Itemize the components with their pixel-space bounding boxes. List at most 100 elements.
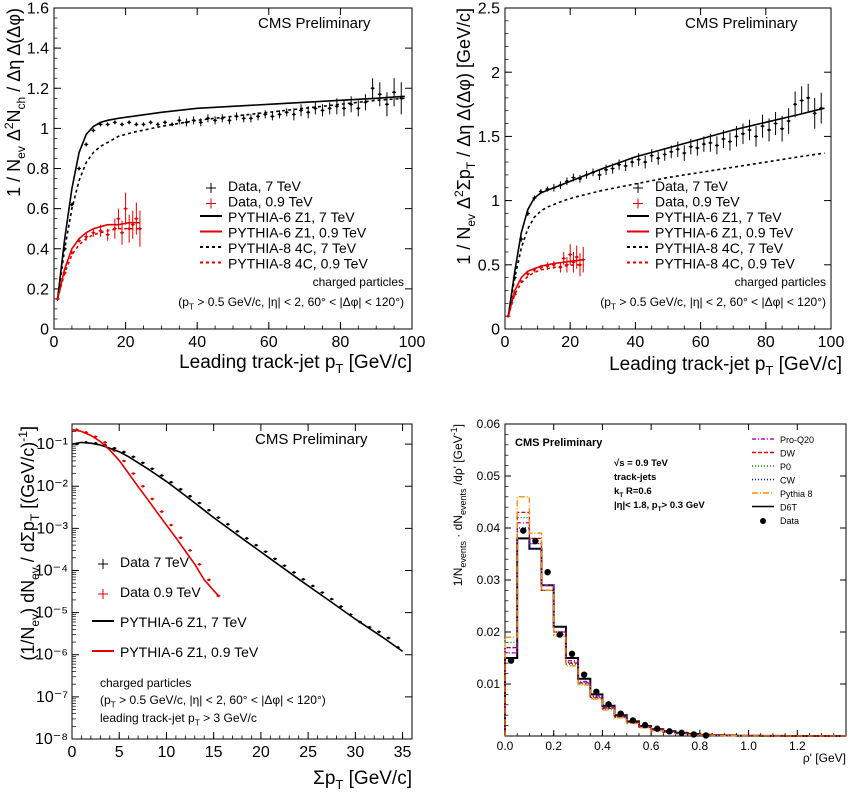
data-point [248,114,253,123]
histogram-line [504,527,846,737]
y-tick-label: 1 [491,193,500,210]
x-tick-label: 20 [252,744,270,761]
cms-preliminary-label: CMS Preliminary [255,431,368,448]
x-tick-label: 10 [158,744,176,761]
y-tick-label: 10⁻⁷ [36,689,68,706]
data-point [121,450,126,454]
data-point [623,160,628,172]
x-tick-label: 1.2 [789,739,806,753]
cut-annotations: charged particles (pT > 0.5 GeV/c, |η| < … [178,275,404,312]
data-dot [654,725,661,732]
data-dot [580,671,588,678]
series-d6t [504,537,846,737]
legend-label: Data 0.9 TeV [120,584,201,600]
data-point [159,510,164,513]
data-point [69,202,74,207]
data-dot [544,569,551,576]
x-tick-label: 30 [346,744,364,761]
data-point [701,136,706,152]
y-tick-label: 1.4 [27,41,49,58]
legend-label: Data 7 TeV [120,554,190,570]
x-axis-label: ΣpT [GeV/c] [313,768,412,792]
legend-label: CW [780,476,795,486]
data-point [131,455,136,459]
y-tick-label: 10⁻³ [36,520,68,537]
legend-label: Pro-Q20 [780,435,814,445]
series-pythia-6-z1-7-tev [71,441,404,653]
y-tick-label: 0 [491,322,500,339]
cut-annotations: √s = 0.9 TeV track-jets kT R=0.6|η|< 1.8, … [614,458,705,513]
curve-line [56,227,140,300]
y-tick-label: 1.6 [27,1,49,18]
legend-item: PYTHIA-6 Z1, 7 TeV [92,614,247,630]
annotation-line: |η|< 1.8, pT> 0.3 GeV [614,500,705,513]
cms-preliminary-label: CMS Preliminary [258,15,371,32]
data-point [103,441,108,444]
data-point [127,120,132,125]
data-point [604,164,609,175]
series-pythia-8-4c-7-tev [56,97,405,300]
legend-item: CW [752,476,795,486]
legend-item: Data [760,516,799,526]
axes: 0 20 40 60 80 100 0 0.2 0.4 0.6 0.8 1 1.2 1.4 1.6 [27,1,426,351]
data-point [225,522,230,526]
y-tick-label: 0.06 [477,417,501,431]
y-tick-label: 10⁻⁴ [35,562,68,579]
legend-label: D6T [780,503,798,513]
data-point [284,108,289,117]
data-point [141,122,146,127]
data-point [349,96,354,113]
cms-preliminary-label: CMS Preliminary [685,15,798,32]
data-point [162,120,167,125]
legend-label: Pythia 8 [780,489,813,499]
x-tick-label: 0 [50,334,59,351]
data-dot [666,728,673,735]
legend-item: D6T [752,503,798,513]
data-point [155,122,160,127]
axes: 0 5 10 15 20 25 30 35 10⁻⁸ 10⁻⁷ 10⁻⁶ 10⁻⁵ 10⁻⁴ 10⁻³ 10… [35,424,413,761]
chart-legend: Data 7 TeV Data 0.9 TeV PYTHIA-6 Z1, 7 TeV… [92,554,259,660]
y-tick-label: 0.5 [478,257,500,274]
data-point [384,92,389,117]
legend-item: PYTHIA-8 4C, 0.9 TeV [627,256,795,272]
data-point [780,115,785,142]
legend-item: Data 0.9 TeV [98,584,201,600]
data-point [263,550,268,553]
chart-marks: 0 20 40 60 80 100 0 0.5 1 1.5 2 2.5 [478,1,845,351]
data-point [254,543,259,547]
data-point [188,494,193,498]
legend-label: PYTHIA-8 4C, 0.9 TeV [228,256,368,272]
x-tick-label: 0.6 [643,739,660,753]
x-tick-label: 100 [818,334,845,351]
x-tick-label: 20 [561,334,579,351]
data-point [235,530,240,533]
data-dot [629,717,637,724]
data-point [695,140,700,156]
data-point [727,132,732,151]
annotation-line: (pT > 0.5 GeV/c, |η| < 2, 60° < |Δφ| < 1… [600,295,826,312]
x-tick-label: 80 [757,334,775,351]
data-point [310,584,315,588]
histogram-line [504,496,846,737]
series-dw [504,511,846,737]
legend-item: Pro-Q20 [752,435,814,445]
data-point [206,578,211,582]
data-point [363,94,368,111]
data-point [377,82,382,107]
data-point [273,557,278,561]
data-point [150,497,155,501]
curve-line [507,258,584,317]
data-point [760,114,765,138]
y-tick-label: 10⁻¹ [36,436,68,453]
data-point [282,564,287,567]
annotation-line: track-jets [614,472,656,483]
data-point [806,83,811,113]
cut-annotations: charged particles (pT > 0.5 GeV/c, |η| < … [600,275,826,312]
chart-marks: 0 20 40 60 80 100 0 0.2 0.4 0.6 0.8 1 1.2 1.4 1.6 [27,1,426,351]
x-tick-label: 0.8 [692,739,709,753]
legend-label: Data, 7 TeV [228,178,302,194]
x-tick-label: 35 [394,744,412,761]
y-tick-label: 1.5 [478,129,500,146]
y-tick-label: 10⁻² [36,478,68,495]
